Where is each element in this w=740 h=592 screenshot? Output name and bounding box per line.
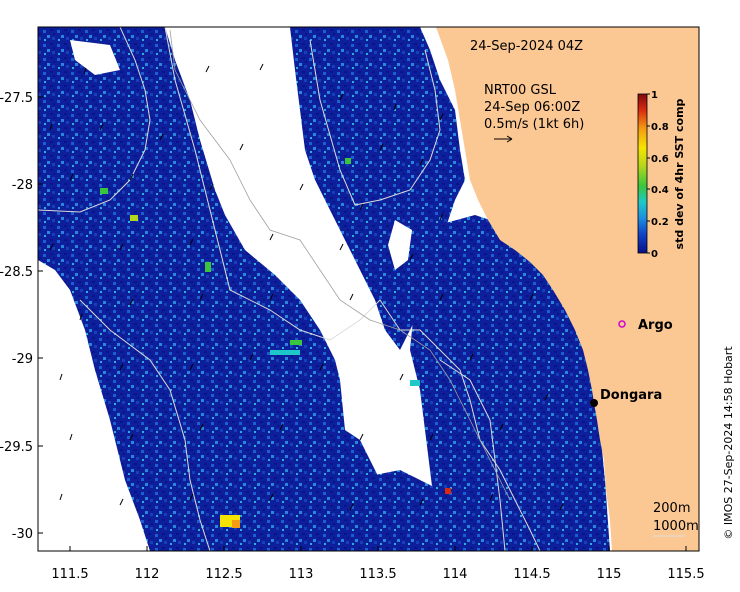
argo-marker-icon <box>618 320 626 328</box>
arrow-scale-icon <box>494 135 513 143</box>
y-tick-label: -28 <box>12 178 33 193</box>
x-tick-label: 112 <box>135 567 160 582</box>
x-tick-label: 113.5 <box>359 567 396 582</box>
x-tick-label: 114.5 <box>513 567 550 582</box>
sst-data-field <box>38 27 610 551</box>
time-label: 24-Sep-2024 04Z <box>470 39 583 54</box>
x-tick-label: 115 <box>597 567 622 582</box>
x-tick-label: 114 <box>443 567 468 582</box>
colorbar-title: std dev of 4hr SST comp <box>673 98 686 249</box>
colorbar-scale <box>637 93 648 254</box>
arrow-scale-label: 0.5m/s (1kt 6h) <box>484 117 584 132</box>
x-tick-label: 111.5 <box>51 567 88 582</box>
colorbar-tick: 0.2 <box>651 217 669 228</box>
colorbar-tick: 0.8 <box>651 122 669 133</box>
credit-text: © IMOS 27-Sep-2024 14:58 Hobart <box>722 346 735 540</box>
y-tick-label: -30 <box>12 527 33 542</box>
current-time: 24-Sep 06:00Z <box>484 100 580 115</box>
y-tick-label: -27.5 <box>0 91 33 106</box>
isobath-200m-label: 200m <box>653 501 690 516</box>
current-title: NRT00 GSL <box>484 83 557 98</box>
dongara-marker-icon <box>590 399 598 407</box>
map-area: 24-Sep-2024 04Z NRT00 GSL 24-Sep 06:00Z … <box>38 27 699 551</box>
isobath-lines <box>38 27 541 551</box>
x-tick-label: 115.5 <box>667 567 704 582</box>
x-tick-label: 113 <box>289 567 314 582</box>
x-axis: 111.5 112 112.5 113 113.5 114 114.5 115 … <box>51 546 705 582</box>
y-tick-label: -29.5 <box>0 440 33 455</box>
y-axis: -27.5 -28 -28.5 -29 -29.5 -30 <box>0 91 43 542</box>
plot-frame <box>37 26 700 552</box>
coast-contour <box>169 29 511 501</box>
land-mass <box>436 27 699 551</box>
current-vectors <box>49 63 564 511</box>
argo-label: Argo <box>638 318 673 333</box>
colorbar-tick: 1 <box>651 90 658 101</box>
isobath-1000m-label: 1000m <box>653 519 699 534</box>
dongara-label: Dongara <box>600 388 662 403</box>
y-tick-label: -29 <box>12 352 33 367</box>
colorbar: 1 0.8 0.6 0.4 0.2 0 std dev of 4hr SST c… <box>637 90 686 260</box>
colorbar-tick: 0 <box>651 249 658 260</box>
y-tick-label: -28.5 <box>0 265 33 280</box>
x-tick-label: 112.5 <box>205 567 242 582</box>
colorbar-tick: 0.6 <box>651 154 669 165</box>
colorbar-tick: 0.4 <box>651 185 669 196</box>
